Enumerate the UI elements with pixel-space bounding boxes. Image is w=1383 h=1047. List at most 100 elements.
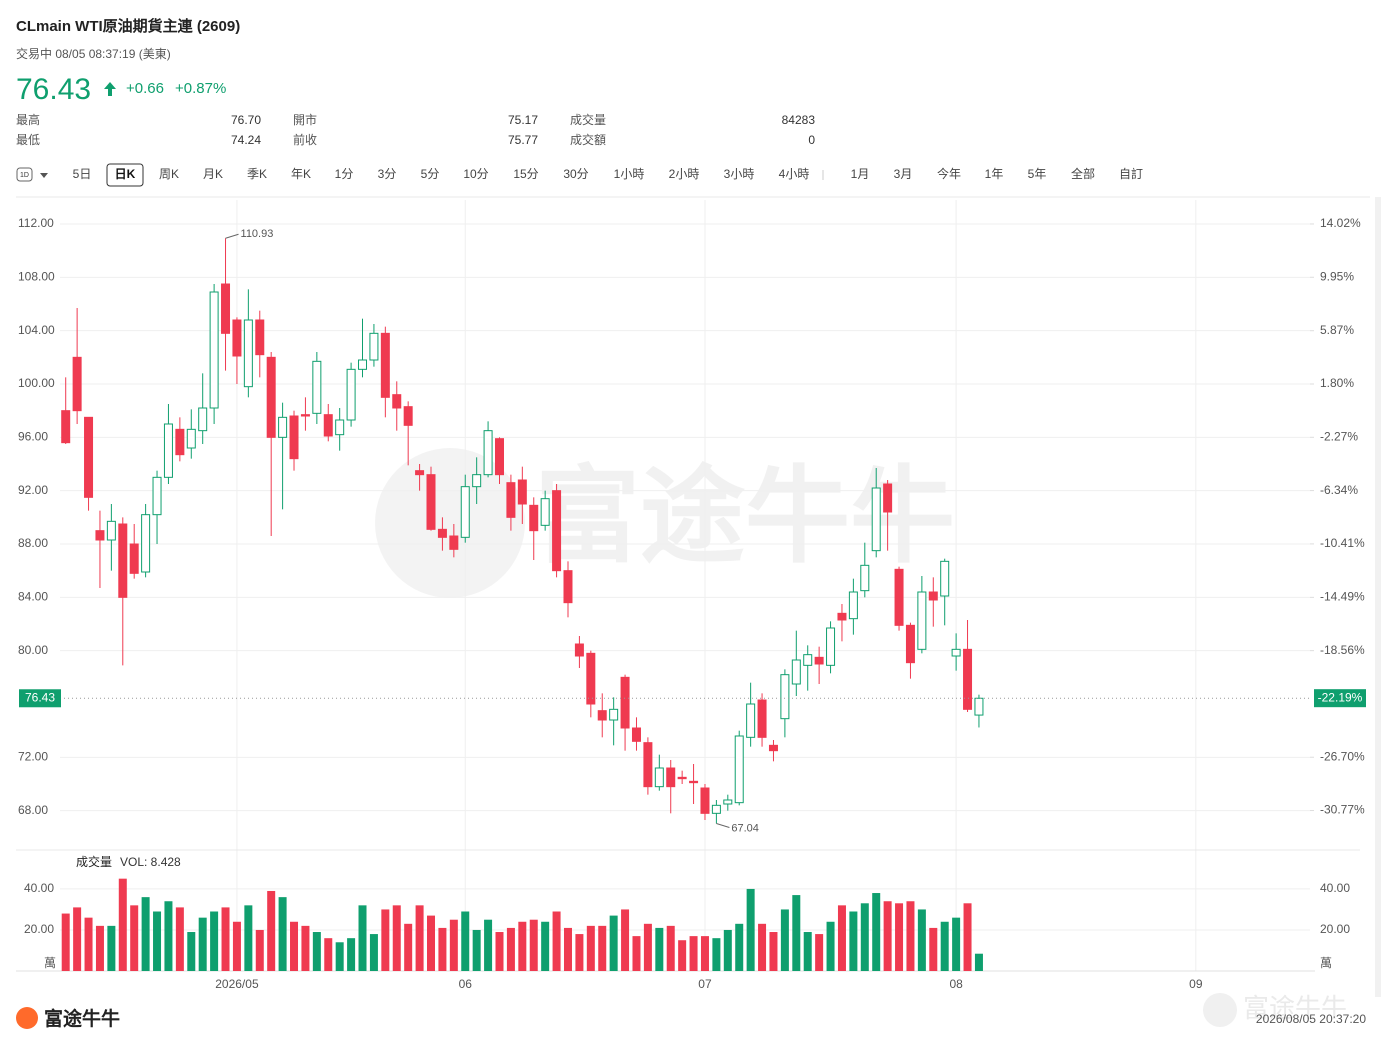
watermark-text: 富途牛牛 xyxy=(535,459,955,576)
current-price: 76.43 xyxy=(25,690,55,704)
volume-bar xyxy=(678,940,687,971)
timestamp: 2026/08/05 20:37:20 xyxy=(1256,1012,1366,1026)
volume-bar xyxy=(837,905,846,971)
tab[interactable]: 季K xyxy=(247,167,267,181)
tab[interactable]: 2小時 xyxy=(669,167,700,181)
tab[interactable]: 15分 xyxy=(513,167,538,181)
candle-body xyxy=(335,419,345,436)
y-tick-label: 108.00 xyxy=(18,270,55,284)
volume-bar xyxy=(541,921,550,971)
candle-body xyxy=(871,487,881,552)
y2-tick-label: -6.34% xyxy=(1320,483,1358,497)
vol-tick-label-right: 20.00 xyxy=(1320,922,1350,936)
candle-body xyxy=(631,727,641,742)
candle-body xyxy=(369,332,379,361)
x-tick-label: 08 xyxy=(949,977,963,991)
y2-tick-label: 9.95% xyxy=(1320,269,1354,283)
tab[interactable]: 3小時 xyxy=(724,167,755,181)
candle-body xyxy=(963,648,973,710)
stat-label: 成交額 xyxy=(570,132,606,147)
tab[interactable]: 1年 xyxy=(985,167,1004,181)
x-tick-label: 2026/05 xyxy=(215,977,259,991)
candle-body xyxy=(517,479,527,505)
volume-bar xyxy=(952,917,961,971)
tab[interactable]: 3月 xyxy=(894,167,913,181)
vol-tick-label: 20.00 xyxy=(24,922,54,936)
dropdown[interactable] xyxy=(40,173,48,178)
volume-bar xyxy=(130,905,139,971)
tab[interactable]: 今年 xyxy=(937,166,961,181)
interval-icon-label[interactable]: 1D xyxy=(20,172,29,179)
candle-body xyxy=(129,543,139,574)
active-tab[interactable] xyxy=(106,163,144,187)
stat-label: 成交量 xyxy=(570,112,606,127)
candle-body xyxy=(711,804,721,814)
candle-body xyxy=(837,612,847,621)
candle-body xyxy=(586,652,596,705)
candle-body xyxy=(746,703,756,738)
candle-body xyxy=(860,564,870,592)
volume-bar xyxy=(815,934,824,971)
tab[interactable]: 5日 xyxy=(73,167,92,181)
candle-body xyxy=(84,416,94,498)
vol-label: VOL: 8.428 xyxy=(120,855,181,869)
tab[interactable]: 日K xyxy=(115,167,136,181)
up-arrow xyxy=(104,82,116,96)
candle-body xyxy=(346,368,356,421)
tab[interactable]: 1月 xyxy=(851,167,870,181)
tab[interactable]: 5年 xyxy=(1028,167,1047,181)
volume-bar xyxy=(518,921,527,971)
volume-bar xyxy=(255,929,264,971)
x-tick-label: 06 xyxy=(459,977,473,991)
tab[interactable]: 3分 xyxy=(378,167,397,181)
tab[interactable]: 全部 xyxy=(1071,166,1095,181)
candle-body xyxy=(312,360,322,414)
current-pct-tag xyxy=(1314,689,1366,708)
stat-value: 75.17 xyxy=(508,113,538,127)
volume-bar xyxy=(153,911,162,971)
volume-bar xyxy=(940,921,949,971)
tab[interactable]: 自訂 xyxy=(1119,166,1143,181)
candle-body xyxy=(894,568,904,626)
candle-body xyxy=(494,438,504,476)
candle-body xyxy=(118,523,128,598)
volume-bar xyxy=(472,929,481,971)
tab[interactable]: 月K xyxy=(203,167,223,181)
volume-bar xyxy=(632,936,641,971)
candle-body xyxy=(163,423,173,478)
candle-body xyxy=(141,514,151,573)
tab[interactable]: 1小時 xyxy=(614,167,645,181)
volume-bar xyxy=(723,929,732,971)
candle-body xyxy=(609,708,619,721)
tab[interactable]: 5分 xyxy=(421,167,440,181)
candle-body xyxy=(380,332,390,398)
candle-body xyxy=(243,319,253,388)
volume-bar xyxy=(301,925,310,971)
interval-icon[interactable] xyxy=(16,167,33,182)
watermark-logo xyxy=(375,448,525,598)
candle-body xyxy=(289,415,299,460)
footer-brand: 富途牛牛 xyxy=(44,1007,120,1030)
tab[interactable]: 10分 xyxy=(463,167,488,181)
candle-body xyxy=(928,591,938,601)
tab[interactable]: 1分 xyxy=(335,167,354,181)
tab[interactable]: 4小時 xyxy=(779,167,810,181)
footer-watermark-logo xyxy=(1203,993,1237,1027)
volume-bar xyxy=(506,927,515,971)
candle-body xyxy=(826,627,836,666)
x-tick-label: 09 xyxy=(1189,977,1203,991)
tab[interactable]: 周K xyxy=(159,167,179,181)
volume-bar xyxy=(917,909,926,971)
y-tick-label: 104.00 xyxy=(18,323,55,337)
volume-bar xyxy=(461,911,470,971)
y2-tick-label: 5.87% xyxy=(1320,323,1354,337)
stat-value: 74.24 xyxy=(231,133,261,147)
volume-bar xyxy=(700,936,709,971)
volume-bar xyxy=(381,909,390,971)
candle-body xyxy=(221,283,231,334)
volume-bar xyxy=(175,907,184,971)
tab[interactable]: 30分 xyxy=(563,167,588,181)
candle-body xyxy=(426,474,436,530)
tab[interactable]: 年K xyxy=(291,167,311,181)
vol-unit: 萬 xyxy=(44,956,56,970)
